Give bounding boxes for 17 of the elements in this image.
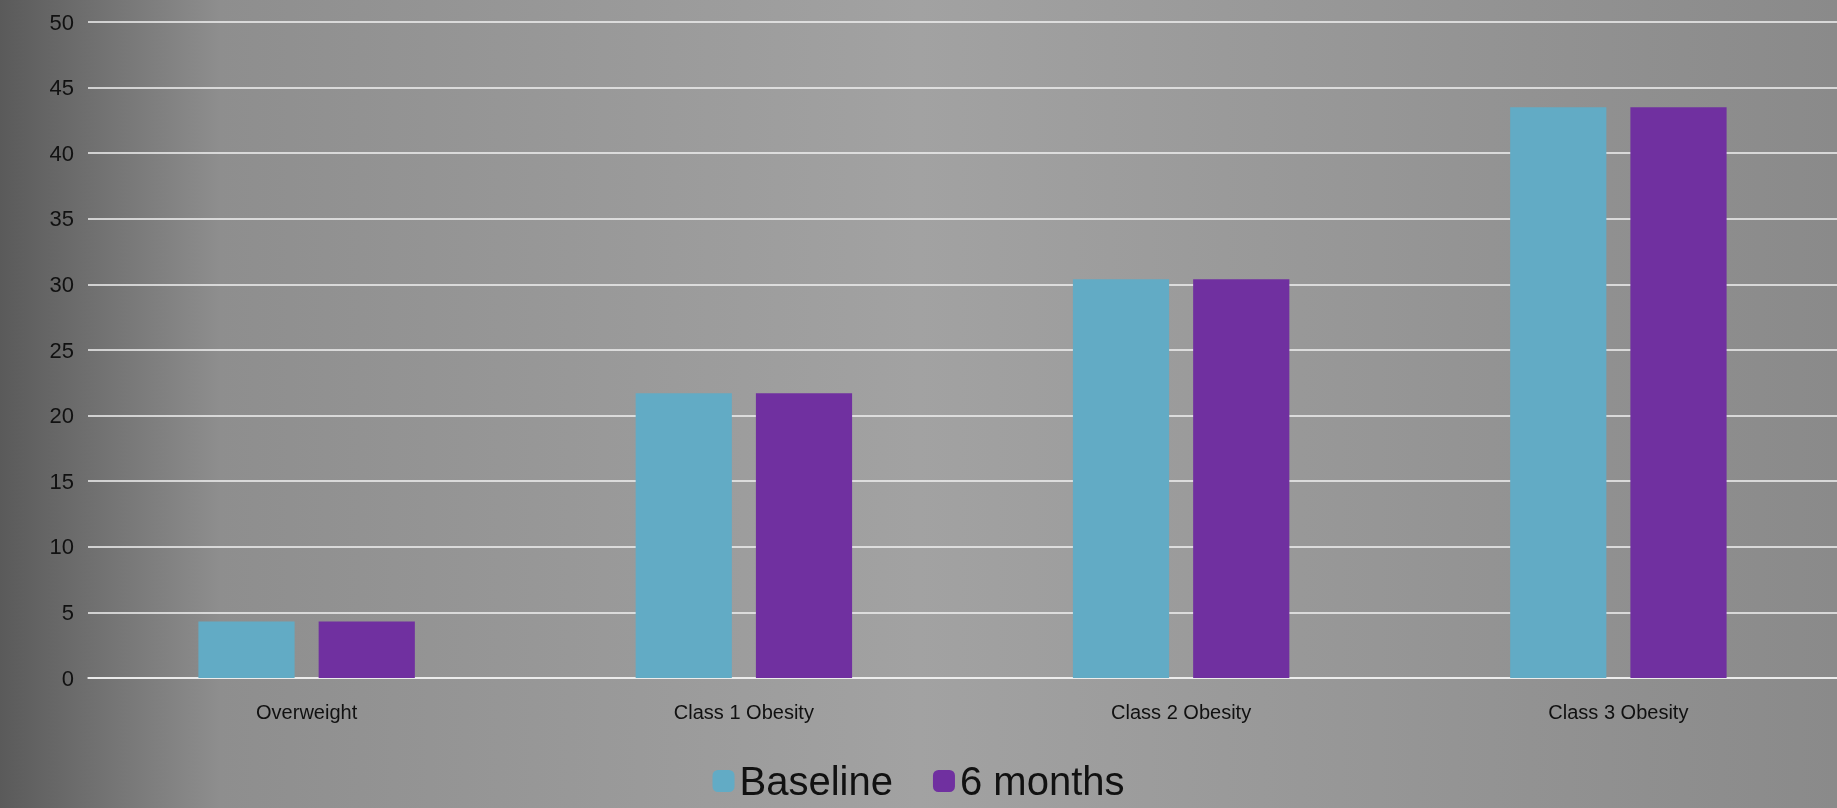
legend-label: 6 months: [959, 759, 1125, 803]
y-tick-label: 35: [49, 206, 74, 232]
y-tick-label: 45: [49, 75, 74, 101]
x-tick-label: Overweight: [256, 701, 358, 723]
x-tick-label: Class 2 Obesity: [1111, 701, 1252, 723]
y-tick-label: 0: [61, 665, 74, 691]
y-tick-label: 20: [49, 403, 74, 429]
y-tick-label: 5: [61, 599, 74, 625]
y-tick-label: 25: [49, 337, 74, 363]
y-tick-label: 50: [49, 9, 74, 35]
x-tick-label: Class 3 Obesity: [1548, 701, 1689, 723]
y-tick-label: 30: [49, 271, 74, 297]
y-tick-label: 40: [49, 140, 74, 166]
x-tick-label: Class 1 Obesity: [673, 701, 814, 723]
y-tick-label: 10: [49, 534, 74, 560]
y-tick-label: 15: [49, 468, 74, 494]
legend-label: Baseline: [739, 759, 893, 803]
